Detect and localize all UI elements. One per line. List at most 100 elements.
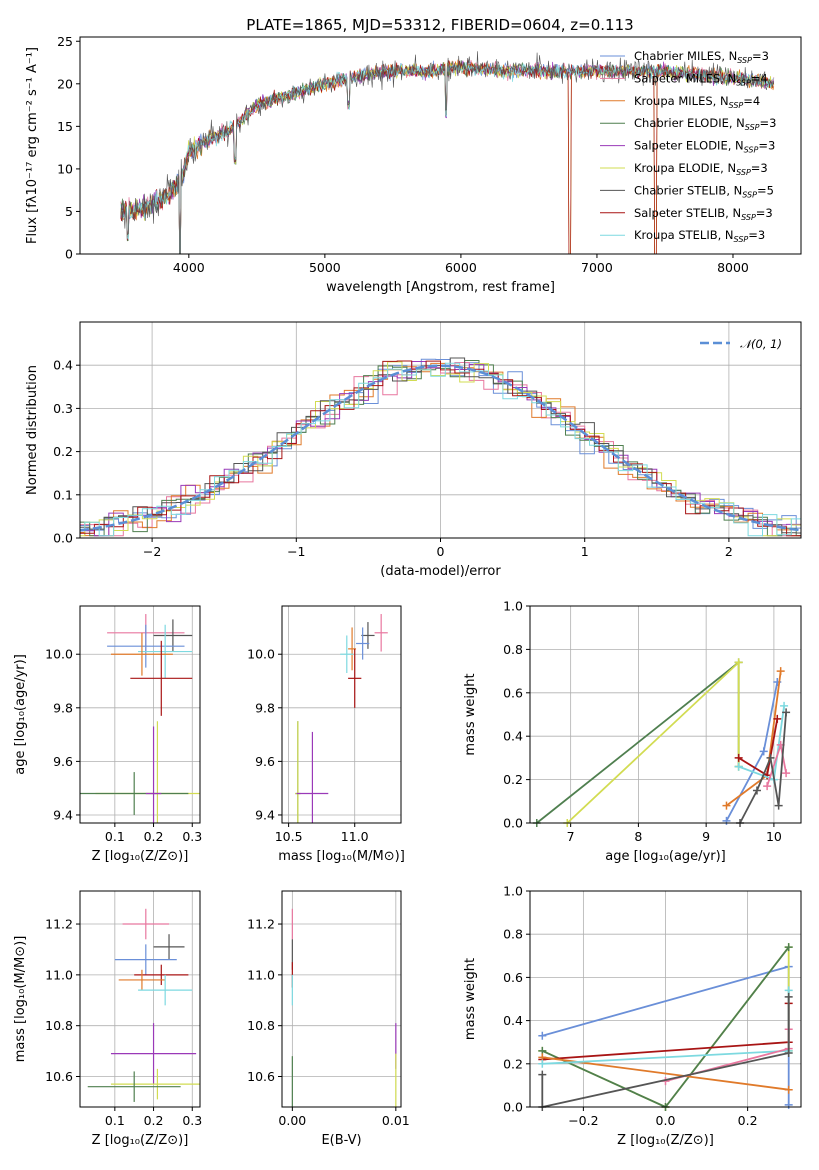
- axes-frame: [79, 36, 802, 255]
- histograms: [80, 357, 801, 537]
- errorbar-kroupa_elodie: [110, 1068, 200, 1100]
- y-tick-label: 10.0: [247, 647, 275, 662]
- y-tick-label: 1.0: [503, 884, 523, 899]
- plot-area: [87, 908, 200, 1102]
- x-axis-label: wavelength [Angstrom, rest frame]: [326, 280, 555, 295]
- x-tick-label: 10.5: [275, 829, 303, 844]
- y-tick-label: 0.4: [53, 358, 73, 373]
- point-marker: [774, 801, 783, 810]
- plot-area: [80, 614, 200, 823]
- y-tick-label: 25: [57, 34, 73, 49]
- spectrum-salpeter_elodie: [120, 60, 775, 254]
- grid: [530, 890, 801, 1108]
- errorbar-chabrier_miles: [356, 627, 370, 660]
- errorbar-salpeter_stelib: [348, 648, 362, 708]
- errorbar-salpeter_miles: [122, 908, 170, 940]
- errorbars: [291, 908, 397, 1107]
- figure-title: PLATE=1865, MJD=53312, FIBERID=0604, z=0…: [246, 16, 633, 34]
- errorbar-chabrier_miles: [107, 624, 185, 668]
- x-tick-label: 0.2: [738, 1113, 758, 1128]
- point-marker: [752, 786, 761, 795]
- plot-area: [532, 658, 791, 827]
- errorbar-kroupa_miles: [118, 969, 166, 991]
- x-tick-label: 0.3: [182, 1113, 202, 1128]
- hist-kroupa_elodie: [80, 361, 801, 537]
- grid: [80, 891, 200, 1107]
- x-tick-label: 0.1: [105, 1113, 125, 1128]
- x-tick-label: 6000: [445, 260, 477, 275]
- errorbar-salpeter_elodie: [296, 731, 329, 823]
- point-marker: [734, 753, 743, 762]
- legend-entry: Chabrier STELIB, NSSP=5: [634, 183, 774, 199]
- errorbar-chabrier_elodie: [87, 1071, 181, 1102]
- y-tick-label: 0.2: [53, 444, 73, 459]
- y-tick-label: 11.2: [247, 917, 275, 932]
- y-tick-label: 5: [65, 204, 73, 219]
- axes-frame: [529, 890, 802, 1108]
- y-axis-label: Flux [fλ10⁻¹⁷ erg cm⁻² s⁻¹ A⁻¹]: [25, 47, 40, 244]
- errorbars: [80, 614, 200, 823]
- series-salpeter_miles: [763, 740, 791, 791]
- x-tick-label: 1: [581, 544, 589, 559]
- y-tick-label: 10.0: [45, 647, 73, 662]
- x-tick-label: 0.3: [182, 829, 202, 844]
- legend-entry: Kroupa ELODIE, NSSP=3: [634, 161, 768, 177]
- y-tick-label: 9.8: [255, 700, 275, 715]
- y-tick-label: 0.4: [503, 729, 523, 744]
- errorbars: [87, 908, 200, 1102]
- spectrum-lines: [120, 51, 775, 254]
- y-tick-label: 10.8: [247, 1018, 275, 1033]
- y-tick-label: 11.0: [247, 967, 275, 982]
- errorbar-kroupa_miles: [110, 632, 173, 676]
- x-tick-label: 8: [634, 829, 642, 844]
- plot-area: [80, 357, 801, 537]
- errorbar-salpeter_elodie: [110, 1023, 197, 1085]
- x-axis-label: Z [log₁₀(Z/Z⊙)]: [92, 1133, 189, 1148]
- x-tick-label: 10: [766, 829, 782, 844]
- y-tick-label: 9.6: [53, 754, 73, 769]
- errorbar-kroupa_stelib: [340, 635, 354, 673]
- y-tick-label: 0.8: [503, 642, 523, 657]
- hist-kroupa_miles: [80, 362, 801, 537]
- axes-frame: [281, 890, 402, 1108]
- y-tick-label: 20: [57, 76, 73, 91]
- errorbar-chabrier_stelib: [153, 934, 185, 960]
- axes-frame: [529, 605, 802, 824]
- x-axis-label: (data-model)/error: [380, 564, 501, 579]
- errorbar-kroupa_stelib: [138, 624, 193, 679]
- y-tick-label: 0: [65, 247, 73, 262]
- y-tick-label: 0.6: [503, 685, 523, 700]
- errorbars: [295, 614, 388, 823]
- legend-entry: Salpeter STELIB, NSSP=3: [634, 206, 773, 222]
- hist-chabrier_elodie: [80, 360, 801, 537]
- panel-mass-vs-z: 0.1 0.2 0.3 10.6 10.8 11.0 11.2 Z [log₁₀(Z/Z⊙)]…: [13, 890, 202, 1148]
- point-marker: [734, 658, 743, 667]
- y-tick-label: 0.8: [503, 927, 523, 942]
- point-marker: [784, 992, 793, 1001]
- weight-series: [532, 658, 791, 827]
- x-tick-label: 0.0: [656, 1113, 676, 1128]
- x-tick-label: 0.00: [278, 1113, 306, 1128]
- point-marker: [782, 769, 791, 778]
- x-tick-label: −0.2: [568, 1113, 598, 1128]
- axes-frame: [79, 605, 201, 824]
- y-tick-label: 9.6: [255, 754, 275, 769]
- x-axis-label: mass [log₁₀(M/M⊙)]: [278, 849, 405, 864]
- point-marker: [782, 708, 791, 717]
- y-tick-label: 10.6: [45, 1069, 73, 1084]
- plot-area: [120, 51, 775, 254]
- series-salpeter_stelib: [734, 714, 782, 780]
- series-chabrier_miles: [722, 677, 782, 825]
- y-axis-label: mass weight: [463, 673, 478, 755]
- x-tick-label: 9: [702, 829, 710, 844]
- panel-residual-hist: −2 −1 0 1 2 0.0 0.1 0.2 0.3 0.4 (data-model)/error…: [25, 321, 802, 579]
- panel-spectrum: 4000 5000 6000 7000 8000 0 5 10 15 20 25 wavelength…: [25, 34, 802, 295]
- y-axis-label: age [log₁₀(age/yr)]: [13, 654, 28, 775]
- y-tick-label: 1.0: [503, 599, 523, 614]
- x-tick-label: 5000: [309, 260, 341, 275]
- point-marker: [776, 667, 785, 676]
- y-tick-label: 11.2: [45, 917, 73, 932]
- point-marker: [722, 816, 731, 825]
- axes-frame: [281, 605, 402, 824]
- x-tick-label: 2: [725, 544, 733, 559]
